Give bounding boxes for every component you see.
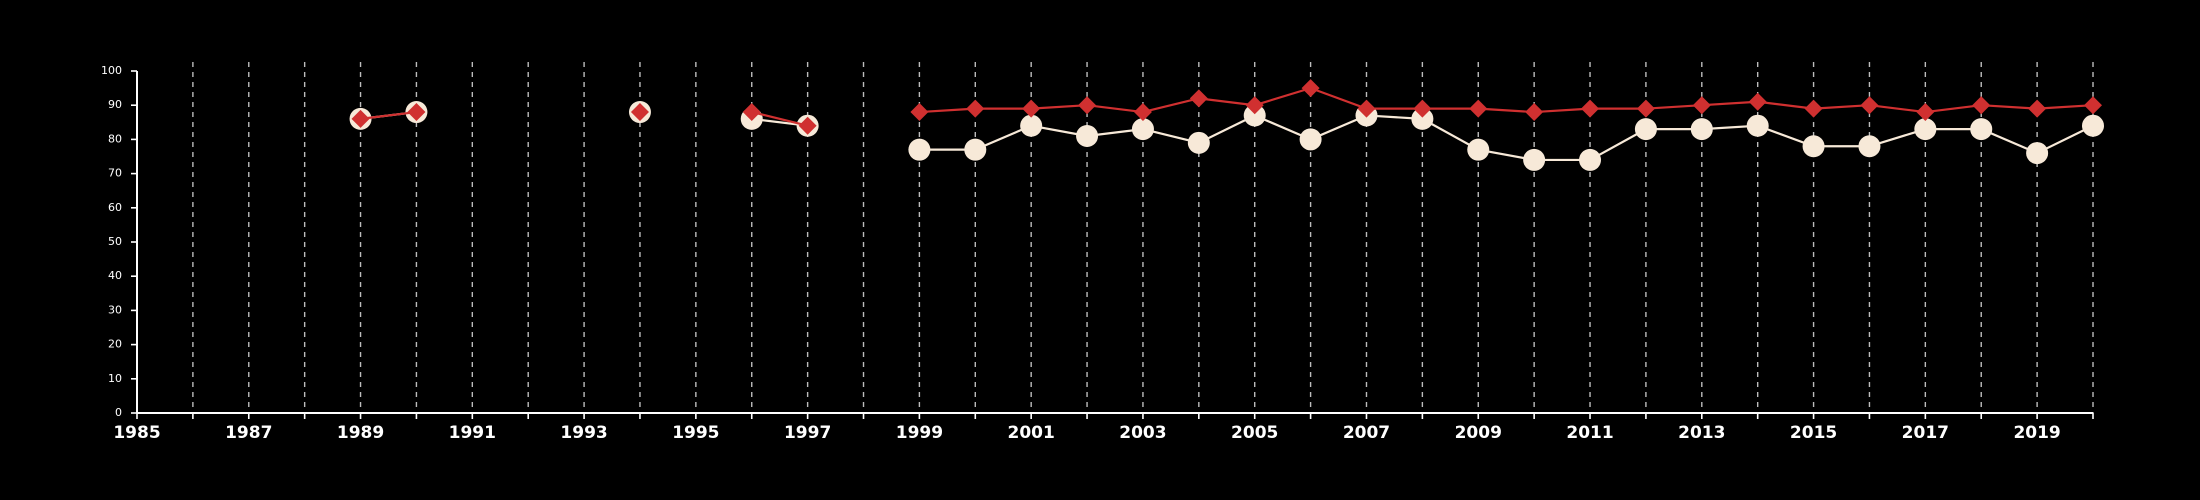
x-tick-label-1997: 1997	[784, 423, 831, 443]
series-2-point-1997	[798, 116, 817, 135]
x-tick-label-2011: 2011	[1566, 423, 1613, 443]
y-tick-label-30: 30	[108, 303, 122, 316]
series-2	[351, 79, 2102, 135]
series-1-point-1999	[908, 138, 931, 161]
y-tick-label-90: 90	[108, 98, 122, 111]
x-tick-label-1999: 1999	[896, 423, 943, 443]
x-tick-label-2013: 2013	[1678, 423, 1725, 443]
series-1-point-2013	[1690, 118, 1713, 141]
series-2-point-2003	[1133, 103, 1152, 122]
series-2-point-1990	[407, 103, 426, 122]
x-tick-label-1993: 1993	[560, 423, 607, 443]
series-2-point-2017	[1916, 103, 1935, 122]
series-2-point-2016	[1860, 96, 1879, 115]
series-2-point-2011	[1581, 99, 1600, 118]
series-2-point-1994	[630, 103, 649, 122]
x-tick-label-1985: 1985	[113, 423, 160, 443]
x-tick-label-2009: 2009	[1455, 423, 1502, 443]
series-1-point-2009	[1467, 138, 1490, 161]
y-tick-label-50: 50	[108, 235, 122, 248]
series-1-point-2004	[1187, 131, 1210, 154]
series-1-point-2012	[1634, 118, 1657, 141]
series-1-point-2017	[1914, 118, 1937, 141]
x-tick-label-2019: 2019	[2013, 423, 2060, 443]
series-2-point-2020	[2084, 96, 2102, 115]
series-1-point-2003	[1131, 118, 1154, 141]
x-tick-label-2005: 2005	[1231, 423, 1278, 443]
series-2-line-1	[360, 110, 417, 120]
series-1-point-2016	[1858, 135, 1881, 158]
series-1	[349, 101, 2104, 171]
x-tick-label-1989: 1989	[337, 423, 384, 443]
series-2-point-2008	[1413, 99, 1432, 118]
series-2-point-1999	[910, 103, 929, 122]
series-2-point-1989	[351, 109, 370, 128]
y-tick-label-80: 80	[108, 132, 122, 145]
series-2-point-2014	[1748, 92, 1767, 111]
series-1-point-2014	[1746, 114, 1769, 137]
y-tick-label-60: 60	[108, 201, 122, 214]
series-1-point-2006	[1299, 128, 1322, 151]
y-tick-label-20: 20	[108, 338, 122, 351]
series-1-line-4	[919, 114, 2094, 162]
series-2-point-2001	[1022, 99, 1041, 118]
series-2-point-2007	[1357, 99, 1376, 118]
x-tick-label-1991: 1991	[449, 423, 496, 443]
y-tick-label-40: 40	[108, 269, 122, 282]
series-1-point-2005	[1243, 104, 1266, 127]
grid-layer	[192, 62, 2094, 413]
series-2-point-2015	[1804, 99, 1823, 118]
x-tick-label-1995: 1995	[672, 423, 719, 443]
series-2-point-2000	[966, 99, 985, 118]
series-1-point-2019	[2026, 142, 2049, 165]
series-1-point-2008	[1411, 107, 1434, 130]
series-2-point-2019	[2028, 99, 2047, 118]
series-2-point-2005	[1245, 96, 1264, 115]
series-2-point-1996	[742, 103, 761, 122]
series-2-point-2002	[1078, 96, 1097, 115]
series-2-line-4	[919, 86, 2094, 114]
series-2-point-2018	[1972, 96, 1991, 115]
x-tick-label-1987: 1987	[225, 423, 272, 443]
series-2-point-2012	[1636, 99, 1655, 118]
series-1-point-2020	[2082, 114, 2104, 137]
series-1-point-2015	[1802, 135, 1825, 158]
series-1-point-2002	[1076, 124, 1099, 147]
y-tick-label-0: 0	[115, 406, 122, 419]
x-tick-label-2015: 2015	[1790, 423, 1837, 443]
axis-layer: 1985 1987 1989 1991 1993 1995 1997 1999 2001 2003…	[101, 64, 2094, 443]
x-tick-label-2001: 2001	[1008, 423, 1055, 443]
series-1-point-2018	[1970, 118, 1993, 141]
y-tick-label-70: 70	[108, 167, 122, 180]
x-tick-label-2007: 2007	[1343, 423, 1390, 443]
series-1-point-2011	[1579, 148, 1602, 171]
series-layer	[349, 79, 2104, 171]
x-tick-label-2017: 2017	[1902, 423, 1949, 443]
series-2-point-2006	[1301, 79, 1320, 98]
series-2-point-2010	[1525, 103, 1544, 122]
series-2-line-3	[751, 110, 808, 127]
series-2-point-2004	[1189, 89, 1208, 108]
y-tick-label-100: 100	[101, 64, 122, 77]
series-2-point-2009	[1469, 99, 1488, 118]
series-2-point-2013	[1692, 96, 1711, 115]
series-1-point-2000	[964, 138, 987, 161]
series-1-point-2001	[1020, 114, 1043, 137]
series-1-point-2010	[1523, 148, 1546, 171]
x-tick-label-2003: 2003	[1119, 423, 1166, 443]
y-tick-label-10: 10	[108, 372, 122, 385]
